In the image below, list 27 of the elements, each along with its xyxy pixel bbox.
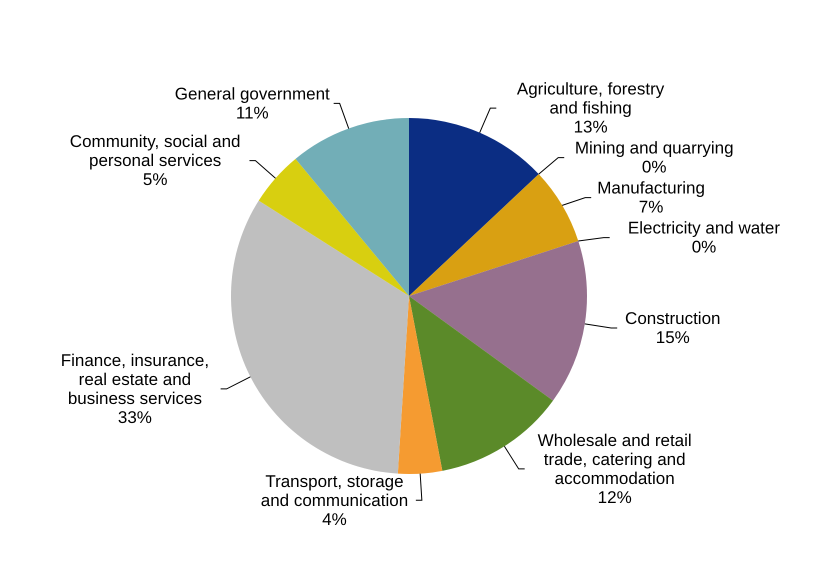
slice-label: Construction xyxy=(625,309,720,328)
slice-label: Transport, storage and communication xyxy=(260,472,408,510)
text: 0% xyxy=(692,238,716,257)
pie-slice xyxy=(231,200,409,474)
slice-label: Finance, insurance, real estate and business services xyxy=(60,350,210,408)
data-label: 4% xyxy=(322,510,347,529)
data-label: 11% xyxy=(236,103,269,122)
pie-slice xyxy=(409,118,539,296)
pie-slice xyxy=(296,118,409,296)
text: 0% xyxy=(642,158,667,177)
slice-label: Community, social and personal services xyxy=(70,132,241,170)
data-label: 5% xyxy=(142,170,168,190)
pie-slice xyxy=(398,296,442,474)
legend-label: Electricity and water xyxy=(628,218,780,238)
data-label: 12% xyxy=(598,488,632,507)
category-label: Mining and quarrying xyxy=(574,138,734,158)
data-label: 15% xyxy=(656,328,690,348)
pie-slice xyxy=(409,174,578,296)
data-label: 33% xyxy=(118,408,152,427)
slice-label: Manufacturing xyxy=(597,178,705,198)
slice-label: General government xyxy=(174,84,330,104)
data-label: 7% xyxy=(638,198,664,217)
slice-label: Agriculture, forestry and fishing xyxy=(516,80,665,118)
pie-slice xyxy=(258,158,409,296)
pie-slice xyxy=(409,240,587,401)
slice-label: Wholesale and retail trade, catering and accommodation xyxy=(538,430,692,488)
data-label: 13% xyxy=(574,118,608,137)
